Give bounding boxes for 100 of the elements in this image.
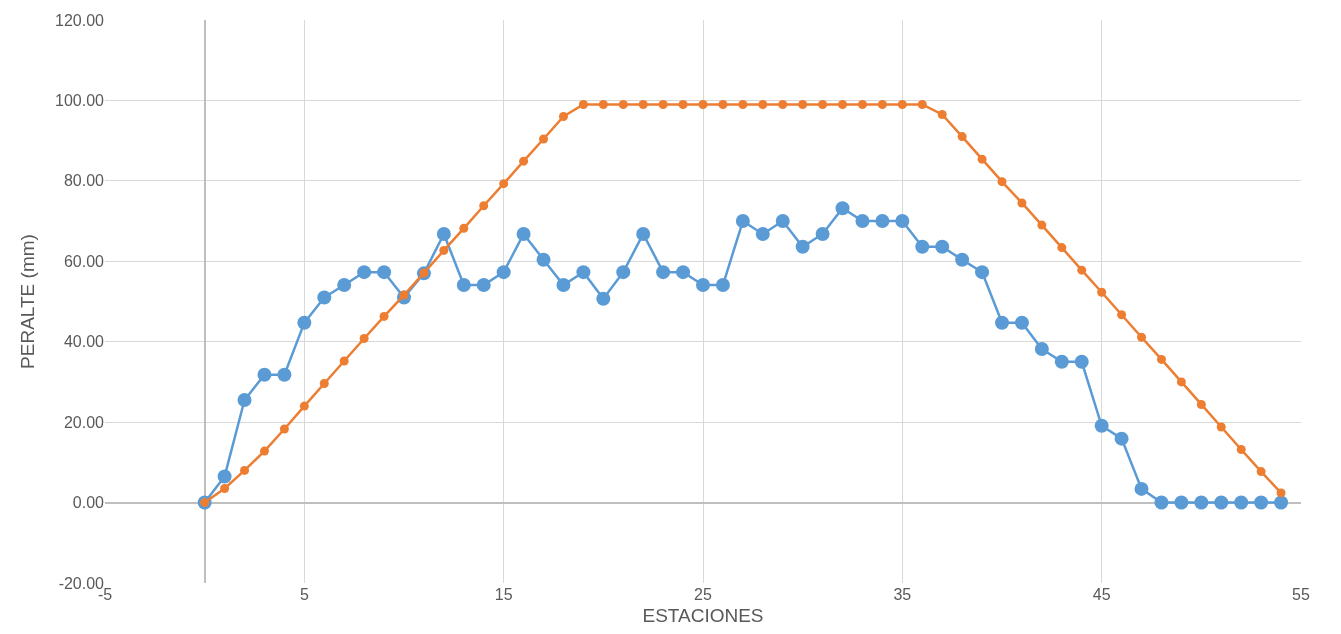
y-tick-label: 80.00 (63, 172, 105, 190)
point (835, 201, 850, 216)
x-tick-label: 15 (494, 586, 513, 603)
point (1174, 495, 1189, 510)
point (439, 245, 449, 255)
point (1137, 332, 1147, 342)
y-tick-label: 40.00 (63, 333, 105, 351)
point (618, 99, 628, 109)
point (1276, 488, 1286, 498)
point (499, 179, 509, 189)
point (1256, 467, 1266, 477)
y-tick-label: 60.00 (63, 252, 105, 270)
x-tick-label: 45 (1092, 586, 1111, 603)
point (1034, 341, 1049, 356)
point (519, 156, 529, 166)
point (897, 99, 907, 109)
point (1017, 198, 1027, 208)
point (895, 214, 910, 229)
point (735, 214, 750, 229)
point (1054, 354, 1069, 369)
point (1194, 495, 1209, 510)
point (1196, 399, 1206, 409)
point (738, 99, 748, 109)
point (818, 99, 828, 109)
point (755, 226, 770, 241)
x-axis-title: ESTACIONES (642, 604, 764, 626)
y-tick-label: 100.00 (55, 92, 105, 110)
point (1117, 310, 1127, 320)
point (935, 239, 950, 254)
point (975, 265, 990, 280)
point (1094, 418, 1109, 433)
point (578, 99, 588, 109)
point (875, 214, 890, 229)
point (937, 110, 947, 119)
point (838, 99, 848, 109)
point (379, 311, 389, 321)
point (1274, 495, 1289, 510)
y-tick-label: 20.00 (63, 413, 105, 431)
point (1176, 377, 1186, 387)
point (678, 99, 688, 109)
point (240, 465, 250, 475)
point (558, 112, 568, 122)
x-tick-label: 55 (1292, 586, 1310, 603)
point (299, 401, 309, 411)
point (915, 239, 930, 254)
point (536, 252, 551, 267)
point (337, 278, 352, 292)
point (977, 154, 987, 164)
x-tick-label: 25 (694, 586, 712, 603)
point (279, 424, 289, 434)
point (436, 226, 451, 241)
point (696, 278, 710, 292)
point (1014, 315, 1029, 330)
point (1234, 495, 1249, 510)
point (598, 99, 608, 109)
point (1254, 495, 1269, 510)
x-tick-label: 5 (299, 586, 309, 603)
point (857, 99, 867, 109)
point (220, 484, 230, 493)
point (357, 265, 372, 280)
y-axis-title: PERALTE (mm) (16, 234, 38, 369)
point (339, 356, 349, 366)
point (715, 278, 730, 292)
y-tick-label: 0.00 (72, 494, 105, 512)
point (317, 290, 332, 305)
point (1097, 287, 1107, 297)
point (479, 201, 489, 211)
point (1057, 243, 1067, 253)
point (997, 177, 1007, 187)
point (377, 265, 392, 280)
point (217, 469, 232, 484)
point (259, 446, 269, 456)
point (277, 367, 292, 382)
point (957, 132, 967, 142)
point (795, 239, 810, 254)
point (698, 99, 708, 109)
point (257, 367, 272, 382)
point (576, 265, 591, 280)
point (658, 99, 668, 109)
point (1214, 495, 1229, 510)
point (1037, 220, 1047, 230)
point (955, 252, 970, 267)
point (877, 99, 887, 109)
point (1216, 422, 1226, 432)
point (616, 265, 631, 280)
point (476, 278, 491, 292)
point (1074, 354, 1089, 369)
point (995, 315, 1009, 330)
point (758, 99, 768, 109)
point (539, 134, 549, 144)
point (798, 99, 808, 109)
point (1236, 444, 1246, 454)
point (718, 99, 728, 109)
point (1154, 495, 1169, 510)
point (319, 379, 329, 389)
point (855, 214, 870, 229)
point (1114, 431, 1129, 446)
point (237, 393, 252, 408)
point (359, 334, 369, 343)
x-tick-label: 35 (893, 586, 912, 603)
